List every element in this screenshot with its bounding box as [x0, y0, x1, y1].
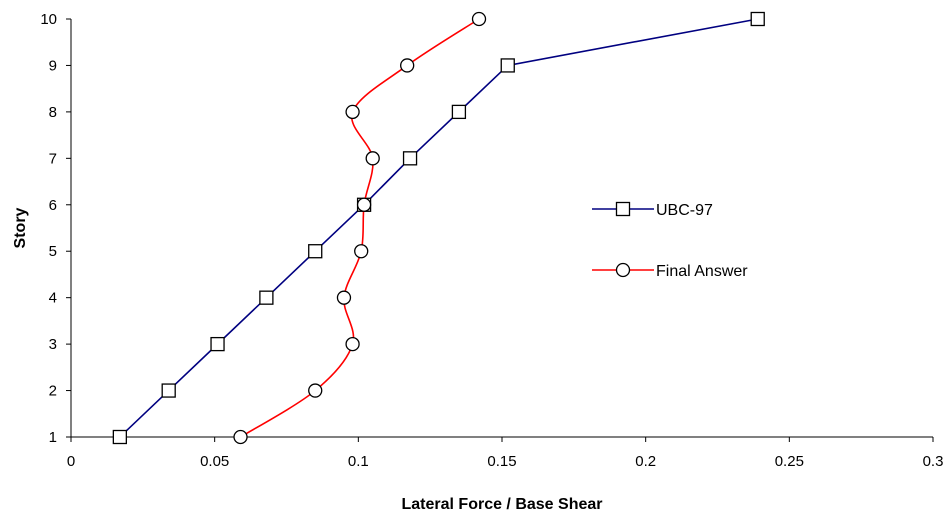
- data-point-ubc-97: [161, 383, 176, 398]
- legend-label-final-answer: Final Answer: [656, 263, 748, 280]
- y-tick-label: 5: [49, 243, 57, 260]
- y-tick-label: 8: [49, 104, 57, 121]
- x-tick-label: 0.3: [923, 453, 944, 470]
- legend-label-ubc-97: UBC-97: [656, 202, 713, 219]
- x-tick-label: 0.1: [348, 453, 369, 470]
- data-point-ubc-97: [259, 290, 274, 305]
- data-point-final-answer: [354, 244, 369, 259]
- y-tick-label: 3: [49, 336, 57, 353]
- y-tick-label: 4: [49, 290, 57, 307]
- x-tick-label: 0.25: [775, 453, 804, 470]
- y-tick-label: 7: [49, 150, 57, 167]
- legend-item-final-answer: Final Answer: [592, 262, 748, 280]
- series-ubc-97: [112, 11, 765, 445]
- legend: UBC-97 Final Answer: [592, 201, 748, 280]
- data-point-final-answer: [308, 383, 323, 398]
- y-tick-label: 10: [40, 11, 57, 28]
- axes: [66, 18, 934, 442]
- data-point-final-answer: [400, 58, 415, 73]
- legend-item-ubc-97: UBC-97: [592, 201, 713, 219]
- data-point-ubc-97: [451, 104, 467, 120]
- data-point-ubc-97: [112, 429, 127, 445]
- data-point-final-answer: [356, 197, 372, 212]
- legend-marker-final-answer: [615, 262, 631, 278]
- y-tick-label: 6: [49, 197, 57, 214]
- data-point-final-answer: [345, 104, 360, 120]
- x-tick-label: 0.05: [200, 453, 229, 470]
- y-tick-label: 2: [49, 383, 57, 400]
- data-point-final-answer: [336, 290, 352, 305]
- data-point-ubc-97: [210, 336, 225, 352]
- tick-labels: 0 0.05 0.1 0.15 0.2 0.25 0.3 1 2 3 4 5 6 7 8 9 10: [40, 11, 943, 470]
- x-tick-label: 0.15: [487, 453, 516, 470]
- data-point-ubc-97: [402, 151, 418, 166]
- series-final-answer: [233, 11, 487, 445]
- data-point-ubc-97: [750, 11, 765, 27]
- data-point-ubc-97: [308, 244, 323, 259]
- series-line-ubc-97: [119, 18, 758, 438]
- data-point-final-answer: [345, 336, 360, 352]
- y-tick-label: 9: [49, 57, 57, 74]
- series-layer: [112, 11, 765, 445]
- data-point-final-answer: [233, 429, 248, 445]
- x-tick-label: 0: [67, 453, 75, 470]
- y-tick-label: 1: [49, 429, 57, 446]
- data-point-final-answer: [471, 11, 487, 27]
- series-line-final-answer: [240, 18, 480, 438]
- data-point-ubc-97: [500, 58, 515, 73]
- y-axis-title: Story: [12, 207, 29, 248]
- data-point-final-answer: [365, 151, 380, 166]
- x-axis-title: Lateral Force / Base Shear: [402, 496, 603, 513]
- x-tick-label: 0.2: [635, 453, 656, 470]
- legend-marker-ubc-97: [615, 201, 631, 217]
